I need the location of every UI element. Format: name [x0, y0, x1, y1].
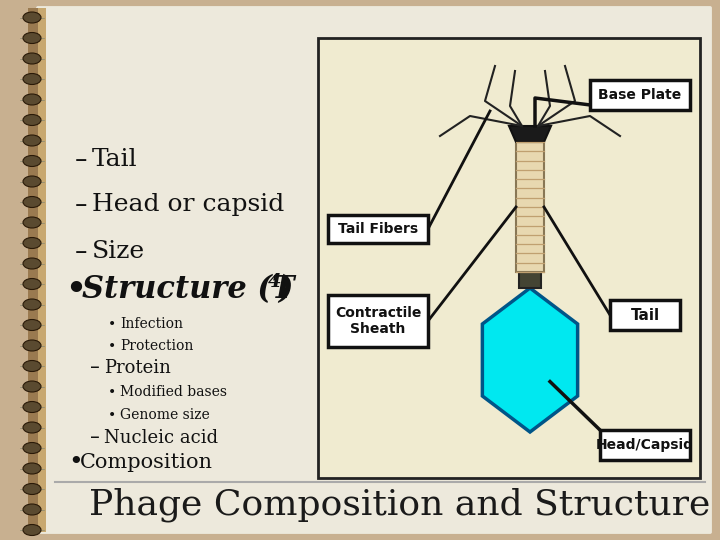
- Text: •: •: [108, 385, 116, 399]
- Bar: [600, 430, 690, 460]
- Text: Tail: Tail: [631, 307, 660, 322]
- Text: Size: Size: [92, 240, 145, 264]
- Text: Protein: Protein: [104, 359, 171, 377]
- Ellipse shape: [23, 463, 41, 474]
- FancyBboxPatch shape: [34, 4, 714, 536]
- Ellipse shape: [23, 320, 41, 330]
- Text: Contractile
Sheath: Contractile Sheath: [335, 306, 421, 336]
- Ellipse shape: [23, 176, 41, 187]
- Bar: [610, 300, 680, 330]
- Text: ): ): [278, 274, 292, 306]
- Ellipse shape: [23, 156, 41, 166]
- Text: Base Plate: Base Plate: [598, 88, 682, 102]
- Polygon shape: [509, 126, 551, 142]
- Bar: [28, 8, 40, 532]
- Text: Genome size: Genome size: [120, 408, 210, 422]
- Ellipse shape: [23, 53, 41, 64]
- Text: Head or capsid: Head or capsid: [92, 193, 284, 217]
- Ellipse shape: [23, 238, 41, 248]
- Text: –: –: [90, 429, 100, 448]
- Text: –: –: [75, 193, 88, 217]
- Text: •: •: [108, 339, 116, 353]
- Bar: [38, 8, 46, 532]
- Ellipse shape: [23, 361, 41, 372]
- Ellipse shape: [23, 197, 41, 207]
- Text: Tail Fibers: Tail Fibers: [338, 222, 418, 236]
- Text: Structure (T: Structure (T: [82, 274, 294, 306]
- Ellipse shape: [23, 12, 41, 23]
- Ellipse shape: [23, 422, 41, 433]
- Ellipse shape: [23, 442, 41, 454]
- Ellipse shape: [23, 504, 41, 515]
- Text: •: •: [64, 271, 87, 309]
- Ellipse shape: [23, 402, 41, 413]
- Ellipse shape: [23, 258, 41, 269]
- Text: •: •: [68, 450, 83, 474]
- Bar: [590, 80, 690, 110]
- Text: Composition: Composition: [80, 453, 213, 471]
- Text: Modified bases: Modified bases: [120, 385, 227, 399]
- Ellipse shape: [23, 94, 41, 105]
- Text: Head/Capsid: Head/Capsid: [596, 438, 694, 452]
- Ellipse shape: [23, 483, 41, 495]
- Text: Protection: Protection: [120, 339, 194, 353]
- Text: •: •: [108, 317, 116, 331]
- Bar: [328, 215, 428, 243]
- Ellipse shape: [23, 340, 41, 351]
- Bar: [328, 295, 428, 347]
- Text: –: –: [90, 359, 100, 377]
- Bar: [516, 142, 544, 272]
- Ellipse shape: [23, 279, 41, 289]
- Text: Infection: Infection: [120, 317, 183, 331]
- Ellipse shape: [23, 299, 41, 310]
- Text: 4: 4: [268, 273, 282, 291]
- Text: Tail: Tail: [92, 148, 138, 172]
- Text: •: •: [108, 408, 116, 422]
- Bar: [519, 272, 541, 288]
- Text: –: –: [75, 148, 88, 172]
- Ellipse shape: [23, 524, 41, 536]
- Polygon shape: [482, 288, 577, 432]
- Ellipse shape: [23, 32, 41, 44]
- FancyBboxPatch shape: [318, 38, 700, 478]
- Ellipse shape: [23, 381, 41, 392]
- Ellipse shape: [23, 217, 41, 228]
- Text: Nucleic acid: Nucleic acid: [104, 429, 218, 447]
- Ellipse shape: [23, 135, 41, 146]
- Text: –: –: [75, 240, 88, 264]
- Ellipse shape: [23, 73, 41, 84]
- Text: Phage Composition and Structure: Phage Composition and Structure: [89, 488, 711, 522]
- Ellipse shape: [23, 114, 41, 125]
